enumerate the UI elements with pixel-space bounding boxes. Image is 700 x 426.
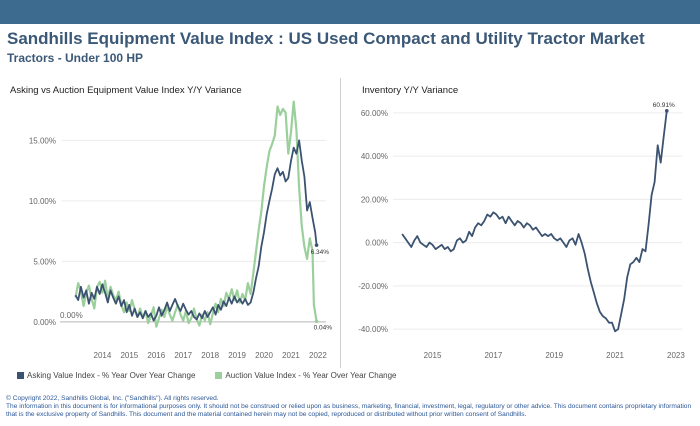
x-tick-label: 2015 bbox=[424, 351, 442, 360]
x-tick-label: 2022 bbox=[309, 351, 327, 360]
x-tick-label: 2017 bbox=[174, 351, 192, 360]
y-tick-label: 15.00% bbox=[29, 136, 56, 145]
x-tick-label: 2020 bbox=[255, 351, 273, 360]
y-tick-label: 60.00% bbox=[361, 109, 388, 118]
asking-auction-chart: 0.00% 5.00% 10.00% 15.00% 2014 2015 2016 2017 20… bbox=[29, 100, 333, 360]
legend-item-auction: Auction Value Index - % Year Over Year C… bbox=[215, 371, 396, 380]
legend-item-asking: Asking Value Index - % Year Over Year Ch… bbox=[17, 371, 195, 380]
x-tick-label: 2015 bbox=[120, 351, 138, 360]
left-chart-title: Asking vs Auction Equipment Value Index … bbox=[10, 85, 242, 96]
annotation-auction-last: 0.04% bbox=[314, 324, 333, 331]
x-tick-label: 2018 bbox=[201, 351, 219, 360]
x-tick-label: 2016 bbox=[147, 351, 165, 360]
series-endpoint-auction bbox=[314, 319, 319, 324]
y-tick-label: 0.00% bbox=[365, 239, 388, 248]
series-line-inventory bbox=[401, 110, 668, 333]
page-subtitle: Tractors - Under 100 HP bbox=[7, 51, 144, 65]
footer: © Copyright 2022, Sandhills Global, Inc.… bbox=[6, 395, 696, 419]
legend-label-asking: Asking Value Index - % Year Over Year Ch… bbox=[27, 371, 196, 380]
y-tick-label: -40.00% bbox=[358, 325, 388, 334]
x-tick-label: 2021 bbox=[606, 351, 624, 360]
chart-legend: Asking Value Index - % Year Over Year Ch… bbox=[17, 371, 416, 380]
x-tick-label: 2023 bbox=[667, 351, 685, 360]
x-tick-label: 2019 bbox=[228, 351, 246, 360]
x-tick-label: 2014 bbox=[94, 351, 112, 360]
y-tick-label: 0.00% bbox=[33, 318, 56, 327]
x-tick-label: 2019 bbox=[545, 351, 563, 360]
legend-label-auction: Auction Value Index - % Year Over Year C… bbox=[225, 371, 397, 380]
legend-swatch-asking bbox=[17, 372, 24, 379]
footer-disclaimer: The information in this document is for … bbox=[6, 403, 692, 418]
chart-divider bbox=[340, 78, 341, 368]
footer-copyright: © Copyright 2022, Sandhills Global, Inc.… bbox=[6, 395, 219, 402]
y-tick-label: 20.00% bbox=[361, 195, 388, 204]
y-tick-label: 5.00% bbox=[33, 257, 56, 266]
inventory-chart: -40.00% -20.00% 0.00% 20.00% 40.00% 60.00% 201… bbox=[358, 102, 685, 360]
page-title: Sandhills Equipment Value Index : US Use… bbox=[7, 29, 645, 48]
series-line-asking bbox=[74, 139, 318, 322]
series-endpoint-asking bbox=[314, 243, 319, 247]
right-chart-title: Inventory Y/Y Variance bbox=[362, 85, 459, 96]
header-banner bbox=[0, 0, 700, 24]
series-endpoint-inventory bbox=[664, 109, 669, 113]
y-tick-label: 10.00% bbox=[29, 197, 56, 206]
annotation-start-zero: 0.00% bbox=[60, 311, 83, 320]
y-tick-label: 40.00% bbox=[361, 152, 388, 161]
x-tick-label: 2017 bbox=[484, 351, 502, 360]
annotation-inventory-last: 60.91% bbox=[653, 102, 675, 109]
y-tick-label: -20.00% bbox=[358, 282, 388, 291]
annotation-asking-last: 6.34% bbox=[311, 249, 330, 256]
legend-swatch-auction bbox=[215, 372, 223, 379]
x-tick-label: 2021 bbox=[282, 351, 300, 360]
